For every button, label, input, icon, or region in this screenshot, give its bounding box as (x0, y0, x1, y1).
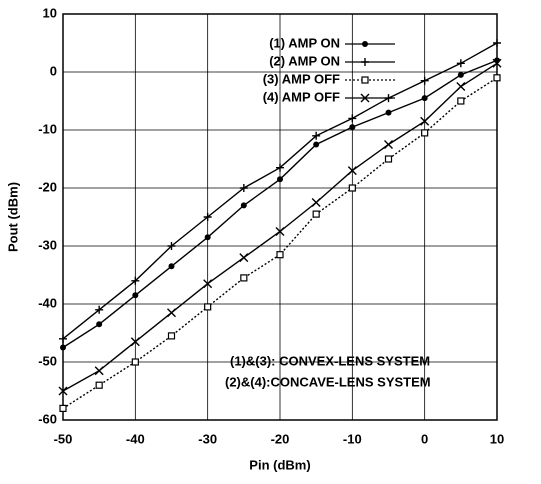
data-point (493, 39, 501, 47)
data-point (204, 303, 212, 311)
data-point (239, 184, 248, 192)
data-point (59, 334, 67, 343)
data-point (312, 131, 321, 140)
data-point (312, 210, 320, 218)
data-point (168, 263, 175, 270)
x-tick-label: -20 (271, 431, 290, 446)
data-point (421, 95, 428, 102)
data-point (348, 114, 357, 123)
data-point (167, 332, 176, 340)
data-point (421, 129, 429, 137)
y-axis-label: Pout (dBm) (5, 182, 20, 252)
data-point (456, 82, 466, 91)
legend-marker (360, 93, 370, 103)
data-point (131, 276, 140, 285)
data-point (348, 184, 356, 192)
y-tick-label: -40 (38, 295, 57, 310)
data-point (276, 251, 284, 259)
x-axis-label: Pin (dBm) (249, 457, 310, 472)
x-tick-label: 10 (490, 431, 504, 446)
x-tick-label: -40 (126, 431, 145, 446)
x-tick-label: -30 (198, 431, 217, 446)
data-point (493, 74, 501, 82)
data-point (457, 97, 465, 105)
data-point (277, 176, 283, 183)
data-point (239, 253, 249, 263)
data-point (276, 163, 284, 172)
data-point (492, 58, 502, 68)
data-point (96, 321, 103, 328)
y-tick-label: 0 (50, 63, 57, 78)
data-point (385, 109, 392, 116)
data-point (95, 381, 103, 389)
x-tick-label: -10 (343, 431, 362, 446)
y-tick-label: 10 (43, 5, 57, 20)
data-point (311, 198, 321, 207)
data-point (131, 358, 139, 366)
data-point (59, 404, 67, 412)
data-point (384, 140, 393, 149)
data-point (240, 202, 247, 209)
x-tick-label: -50 (54, 431, 73, 446)
legend-label: (4) AMP OFF (263, 89, 340, 104)
legend-label: (2) AMP ON (269, 53, 340, 68)
data-point (130, 337, 140, 347)
data-point (384, 155, 393, 163)
data-point (167, 308, 176, 318)
legend-marker (362, 41, 368, 47)
legend-marker (361, 58, 369, 66)
data-point (349, 124, 356, 131)
data-point (313, 141, 320, 148)
legend-label: (1) AMP ON (269, 35, 340, 50)
data-point (94, 366, 104, 376)
data-point (60, 344, 66, 351)
plot-frame (62, 13, 498, 421)
data-point (204, 234, 211, 241)
y-tick-label: -50 (38, 353, 57, 368)
data-point (167, 242, 176, 250)
data-point (420, 76, 429, 85)
x-tick-label: 0 (421, 431, 428, 446)
data-point (457, 71, 464, 78)
y-tick-label: -20 (38, 179, 57, 194)
data-point (275, 227, 285, 236)
legend-marker (361, 76, 369, 84)
data-point (203, 279, 213, 289)
data-point (420, 116, 430, 126)
y-tick-label: -10 (38, 121, 57, 136)
data-point (240, 274, 248, 282)
data-point (58, 386, 68, 396)
y-tick-label: -60 (38, 411, 57, 426)
annotation: (1)&(3): CONVEX-LENS SYSTEM (230, 353, 430, 368)
data-point (203, 213, 212, 221)
legend-label: (3) AMP OFF (263, 71, 340, 86)
data-point (95, 305, 104, 314)
data-point (347, 166, 357, 176)
y-tick-label: -30 (38, 237, 57, 252)
annotation: (2)&(4):CONCAVE-LENS SYSTEM (225, 374, 431, 389)
data-point (456, 59, 465, 68)
data-point (132, 292, 139, 299)
